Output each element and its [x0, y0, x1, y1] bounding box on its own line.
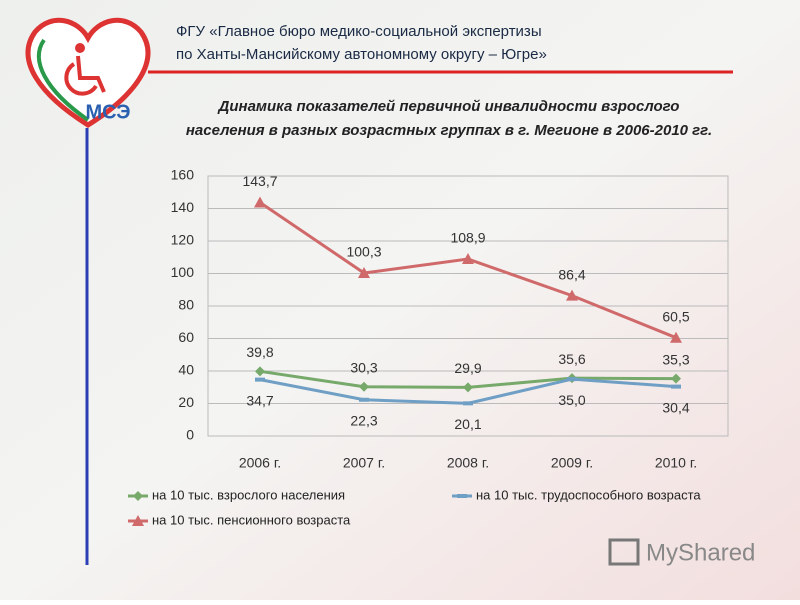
- value-label: 39,8: [246, 344, 273, 360]
- y-tick-label: 0: [186, 427, 194, 443]
- legend-marker: [132, 515, 144, 526]
- data-point: [671, 373, 681, 384]
- value-label: 35,0: [558, 392, 585, 408]
- x-tick-label: 2006 г.: [239, 455, 281, 471]
- y-tick-label: 160: [171, 167, 195, 183]
- value-label: 60,5: [662, 308, 689, 324]
- value-label: 35,3: [662, 351, 689, 367]
- watermark: MyShared: [608, 538, 755, 566]
- data-point: [255, 377, 265, 382]
- x-tick-label: 2008 г.: [447, 455, 489, 471]
- y-tick-label: 20: [178, 394, 194, 410]
- legend-label: на 10 тыс. трудоспособного возраста: [476, 487, 701, 502]
- chart-title: населения в разных возрастных группах в …: [186, 122, 712, 139]
- chart-title: Динамика показателей первичной инвалидно…: [217, 98, 680, 115]
- logo-heart: [25, 17, 151, 128]
- data-point: [566, 289, 578, 301]
- value-label: 30,3: [350, 359, 377, 375]
- y-tick-label: 60: [178, 329, 194, 345]
- value-label: 100,3: [346, 244, 381, 260]
- y-tick-label: 40: [178, 362, 194, 378]
- legend-marker: [457, 494, 467, 498]
- data-point: [359, 397, 369, 402]
- data-point: [255, 366, 265, 377]
- value-label: 22,3: [350, 412, 377, 428]
- value-label: 108,9: [450, 230, 485, 246]
- logo-text: МСЭ: [85, 101, 130, 123]
- y-tick-label: 120: [171, 232, 195, 248]
- data-point: [254, 196, 266, 208]
- data-point: [671, 384, 681, 389]
- data-point: [463, 382, 473, 393]
- y-tick-label: 140: [171, 199, 195, 215]
- data-point: [462, 253, 474, 265]
- x-tick-label: 2007 г.: [343, 455, 385, 471]
- watermark-icon: [608, 538, 640, 566]
- value-label: 35,6: [558, 351, 585, 367]
- logo: МСЭ: [25, 17, 151, 128]
- data-point: [463, 401, 473, 406]
- data-point: [359, 381, 369, 392]
- value-label: 29,9: [454, 360, 481, 376]
- data-point: [670, 331, 682, 343]
- y-tick-label: 80: [178, 297, 194, 313]
- value-label: 30,4: [662, 399, 689, 415]
- value-label: 34,7: [246, 392, 273, 408]
- value-label: 86,4: [558, 266, 585, 282]
- watermark-text: MyShared: [646, 539, 755, 566]
- header-line: ФГУ «Главное бюро медико-социальной эксп…: [176, 23, 542, 40]
- data-point: [358, 267, 370, 279]
- header-line: по Ханты-Мансийскому автономному округу …: [176, 46, 547, 63]
- logo-icon: [75, 43, 85, 53]
- y-tick-label: 100: [171, 264, 195, 280]
- data-point: [567, 377, 577, 382]
- value-label: 20,1: [454, 416, 481, 432]
- legend-label: на 10 тыс. пенсионного возраста: [152, 512, 351, 527]
- value-label: 143,7: [242, 173, 277, 189]
- x-tick-label: 2010 г.: [655, 455, 697, 471]
- legend-label: на 10 тыс. взрослого населения: [152, 487, 345, 502]
- x-tick-label: 2009 г.: [551, 455, 593, 471]
- logo-stroke: [36, 38, 90, 122]
- legend-marker: [133, 491, 143, 501]
- logo-icon: [64, 55, 106, 96]
